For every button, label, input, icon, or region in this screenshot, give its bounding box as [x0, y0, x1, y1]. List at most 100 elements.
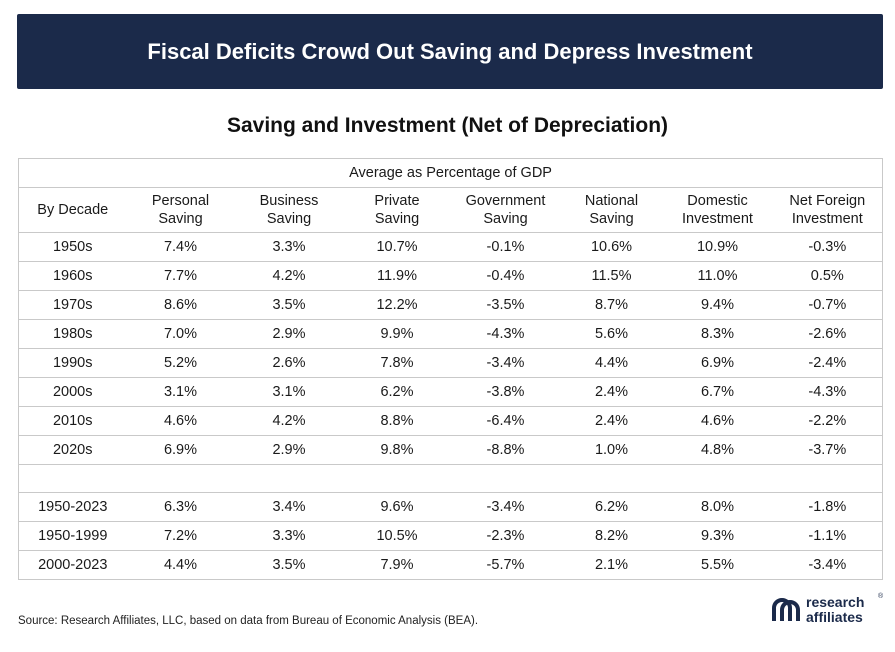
table-cell: 4.2% [234, 406, 344, 436]
table-cell: -3.5% [450, 290, 561, 320]
column-header-line: Saving [483, 211, 528, 227]
table-cell: 3.4% [234, 492, 344, 522]
table-subtitle: Saving and Investment (Net of Depreciati… [226, 114, 669, 137]
table-cell: 11.5% [560, 261, 663, 291]
table-cell: 7.8% [343, 348, 451, 378]
table-cell: 2.4% [560, 406, 663, 436]
table-cell: -2.6% [772, 319, 883, 349]
logo-registered-mark: ® [878, 593, 884, 600]
table-cell: -2.4% [772, 348, 883, 378]
table-cell: 6.9% [126, 435, 235, 465]
table-cell: 7.9% [343, 550, 451, 580]
table-cell: 8.6% [126, 290, 235, 320]
table-cell: 2.1% [560, 550, 663, 580]
table-row: 2000s 3.1% 3.1% 6.2% -3.8% 2.4% 6.7% -4.3% [18, 377, 883, 407]
row-label: 1990s [18, 348, 127, 378]
summary-row: 1950-1999 7.2% 3.3% 10.5% -2.3% 8.2% 9.3% -1.1% [18, 521, 883, 551]
column-header-line: Government [465, 193, 546, 209]
column-header-line: Business [259, 193, 319, 209]
table-cell: 10.5% [343, 521, 451, 551]
table-row: 1980s 7.0% 2.9% 9.9% -4.3% 5.6% 8.3% -2.6% [18, 319, 883, 349]
table-cell: 5.5% [662, 550, 773, 580]
table-cell: 4.4% [126, 550, 235, 580]
table-cell: 6.7% [662, 377, 773, 407]
column-header-line: Personal [151, 193, 210, 209]
table-cell: -3.4% [772, 550, 883, 580]
table-cell: -3.7% [772, 435, 883, 465]
table-cell: 8.3% [662, 319, 773, 349]
row-label: 1950s [18, 232, 127, 262]
table-cell: -1.8% [772, 492, 883, 522]
row-label: 1950-1999 [18, 521, 127, 551]
table-cell: 5.6% [560, 319, 663, 349]
table-cell: 7.7% [126, 261, 235, 291]
table-cell: -3.4% [450, 492, 561, 522]
table-cell: 2.9% [234, 435, 344, 465]
column-header: National Saving [560, 187, 663, 233]
table-cell: -4.3% [772, 377, 883, 407]
table-cell: 2.6% [234, 348, 344, 378]
column-header: Government Saving [450, 187, 561, 233]
table-cell: 0.5% [772, 261, 883, 291]
table-cell: 9.3% [662, 521, 773, 551]
table-cell: 8.2% [560, 521, 663, 551]
table-cell: -6.4% [450, 406, 561, 436]
table-cell: 11.0% [662, 261, 773, 291]
table-cell: -3.8% [450, 377, 561, 407]
table-cell: 3.5% [234, 290, 344, 320]
row-label: 2020s [18, 435, 127, 465]
table-cell: -0.7% [772, 290, 883, 320]
table-row: 2010s 4.6% 4.2% 8.8% -6.4% 2.4% 4.6% -2.2% [18, 406, 883, 436]
logo-line-affiliates: affiliates [806, 609, 863, 625]
source-note: Source: Research Affiliates, LLC, based … [18, 615, 479, 627]
table-cell: -0.1% [450, 232, 561, 262]
column-header-row: By Decade Personal Saving Business Saving Pri… [18, 187, 883, 233]
saving-investment-table: Average as Percentage of GDP By Decade Pe… [18, 158, 884, 580]
table-cell: 9.6% [343, 492, 451, 522]
table-cell: 2.9% [234, 319, 344, 349]
table-cell: -0.4% [450, 261, 561, 291]
table-cell: -0.3% [772, 232, 883, 262]
table-row: 1950s 7.4% 3.3% 10.7% -0.1% 10.6% 10.9% -0.3% [18, 232, 883, 262]
column-header-line: Domestic [687, 193, 748, 209]
table-cell: 3.3% [234, 521, 344, 551]
table-cell: 8.7% [560, 290, 663, 320]
row-label: 1980s [18, 319, 127, 349]
table-cell: 8.0% [662, 492, 773, 522]
banner-title: Fiscal Deficits Crowd Out Saving and Dep… [17, 14, 883, 89]
summary-row: 2000-2023 4.4% 3.5% 7.9% -5.7% 2.1% 5.5% -3.4% [18, 550, 883, 580]
table-cell: 3.3% [234, 232, 344, 262]
column-header-line: Saving [158, 211, 203, 227]
column-header-line: National [584, 193, 639, 209]
table-cell: 4.6% [126, 406, 235, 436]
table-cell: -2.3% [450, 521, 561, 551]
table-cell: 7.4% [126, 232, 235, 262]
table-cell: 10.7% [343, 232, 451, 262]
table-cell: 8.8% [343, 406, 451, 436]
summary-row: 1950-2023 6.3% 3.4% 9.6% -3.4% 6.2% 8.0% -1.8% [18, 492, 883, 522]
row-label: 2000s [18, 377, 127, 407]
table-cell: 6.2% [343, 377, 451, 407]
column-header-line: Investment [682, 211, 753, 227]
table-cell: -8.8% [450, 435, 561, 465]
row-label: 2000-2023 [18, 550, 127, 580]
row-label: 2010s [18, 406, 127, 436]
row-label: 1970s [18, 290, 127, 320]
logo-wordmark: research affiliates [806, 595, 864, 625]
column-header: Domestic Investment [662, 187, 773, 233]
table-row: 1970s 8.6% 3.5% 12.2% -3.5% 8.7% 9.4% -0.7% [18, 290, 883, 320]
table-cell: -1.1% [772, 521, 883, 551]
logo-line-research: research [806, 594, 865, 610]
table-cell: -5.7% [450, 550, 561, 580]
table-cell: 4.2% [234, 261, 344, 291]
spacer-row [18, 464, 883, 493]
table-cell: -4.3% [450, 319, 561, 349]
row-label: 1960s [18, 261, 127, 291]
table-cell: 7.2% [126, 521, 235, 551]
table-cell: -2.2% [772, 406, 883, 436]
table-cell: 3.5% [234, 550, 344, 580]
table-cell: 1.0% [560, 435, 663, 465]
spacer-cell [18, 464, 883, 493]
table-row: 1990s 5.2% 2.6% 7.8% -3.4% 4.4% 6.9% -2.4% [18, 348, 883, 378]
table-cell: 4.8% [662, 435, 773, 465]
